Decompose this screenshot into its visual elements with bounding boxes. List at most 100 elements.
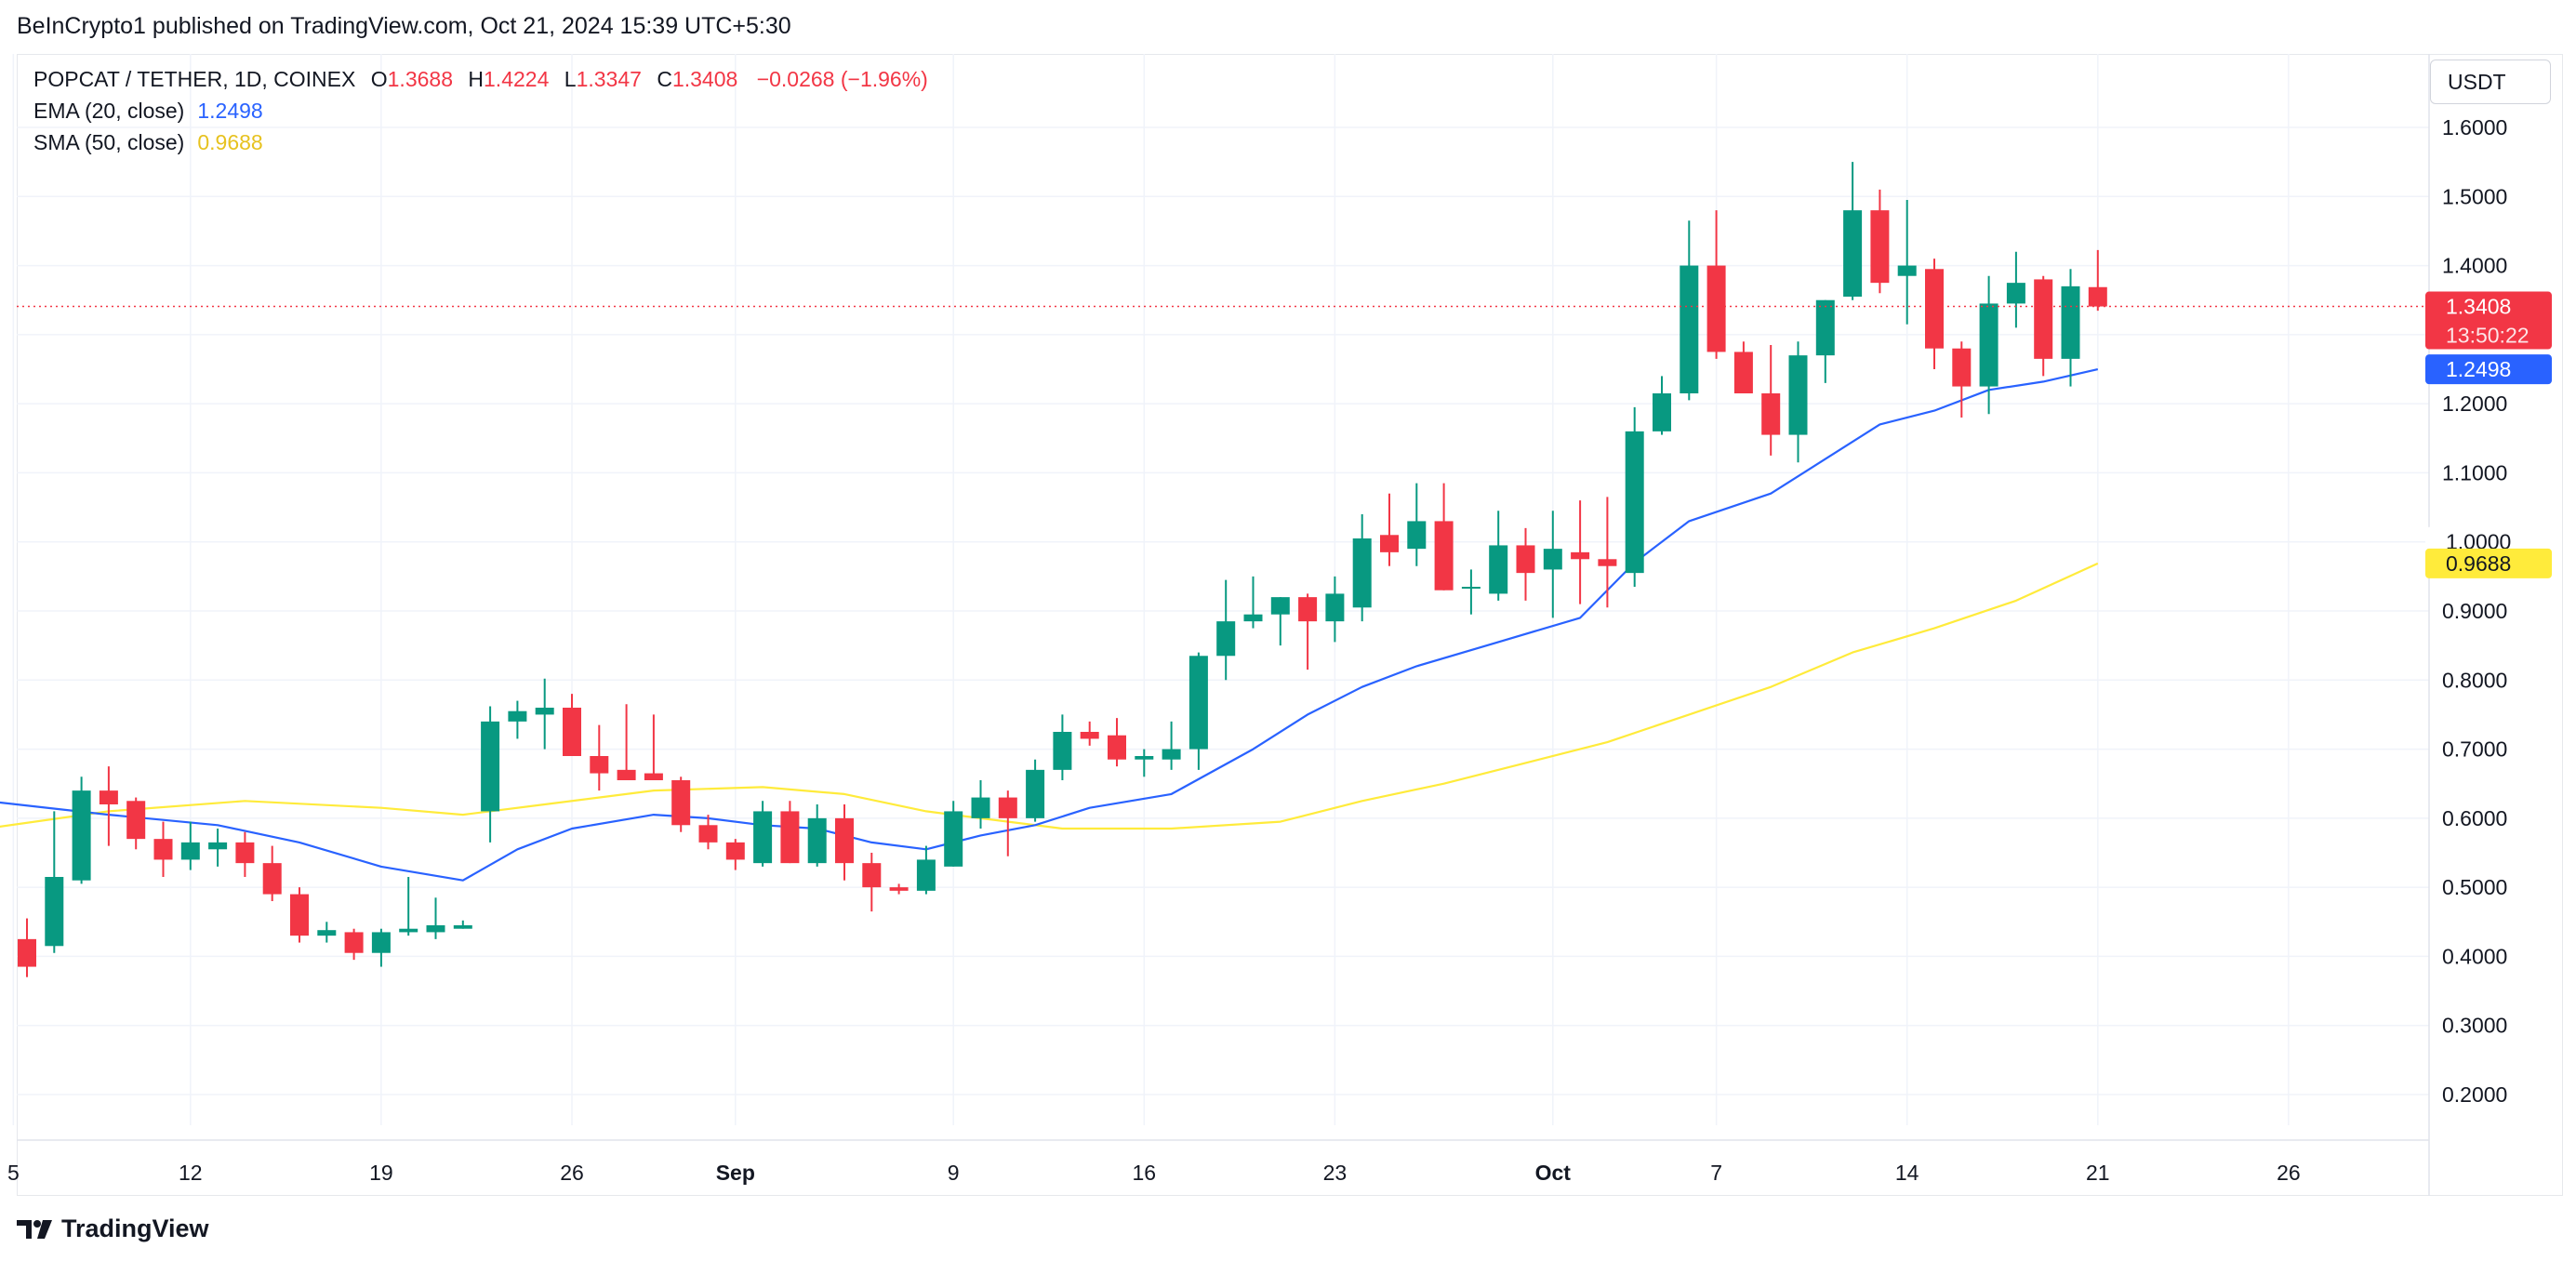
candle-body bbox=[2006, 283, 2025, 304]
close-label: C bbox=[657, 67, 672, 91]
candle-body bbox=[644, 773, 663, 780]
candle bbox=[1680, 220, 1699, 401]
candle-body bbox=[1434, 521, 1454, 591]
x-tick-label: 26 bbox=[560, 1161, 584, 1185]
candle bbox=[671, 777, 691, 832]
y-tick-label: 0.2000 bbox=[2442, 1082, 2507, 1107]
ema-20-line bbox=[0, 368, 2099, 882]
candle bbox=[644, 714, 663, 780]
candle bbox=[344, 928, 364, 961]
sma-legend[interactable]: SMA (50, close) 0.9688 bbox=[33, 130, 267, 155]
y-tick-label: 1.1000 bbox=[2442, 460, 2507, 484]
candle bbox=[371, 928, 391, 967]
candle-body bbox=[208, 842, 228, 850]
price-label-last-countdown: 13:50:22 bbox=[2446, 324, 2530, 348]
footer-brand: TradingView bbox=[61, 1215, 209, 1242]
candle bbox=[780, 801, 800, 864]
y-tick-label: 0.6000 bbox=[2442, 806, 2507, 830]
candle-body bbox=[262, 863, 282, 895]
currency-selector[interactable]: USDT bbox=[2430, 60, 2551, 104]
candle bbox=[1407, 483, 1427, 566]
candle-body bbox=[617, 769, 636, 780]
candle-body bbox=[344, 932, 364, 953]
candle bbox=[99, 766, 118, 846]
y-tick-label: 0.4000 bbox=[2442, 944, 2507, 968]
candle-body bbox=[1598, 559, 1617, 566]
symbol-legend[interactable]: POPCAT / TETHER, 1D, COINEX O1.3688 H1.4… bbox=[33, 67, 932, 92]
candle bbox=[753, 801, 773, 867]
candle-body bbox=[998, 797, 1017, 818]
candle bbox=[725, 839, 745, 870]
candle-body bbox=[1925, 269, 1944, 349]
candle-body bbox=[72, 790, 91, 881]
candle bbox=[1516, 527, 1535, 601]
candle bbox=[862, 853, 882, 912]
candle-body bbox=[971, 797, 990, 818]
candle bbox=[1298, 593, 1318, 670]
candle-body bbox=[753, 811, 773, 864]
sma-layer bbox=[0, 562, 2099, 830]
candle-layer bbox=[18, 162, 2107, 977]
time-axis: 5 12 19 26 Sep 9 16 23 Oct 7 14 21 26 bbox=[7, 1139, 2429, 1185]
candle-body bbox=[1298, 597, 1318, 622]
candle-body bbox=[563, 708, 581, 756]
x-tick-label: 12 bbox=[179, 1161, 203, 1185]
y-tick-label: 1.2000 bbox=[2442, 392, 2507, 416]
candle bbox=[944, 801, 963, 867]
open-value: 1.3688 bbox=[387, 67, 453, 91]
candle bbox=[1026, 759, 1045, 822]
candle bbox=[153, 821, 173, 877]
candle-body bbox=[1680, 265, 1699, 393]
candle-body bbox=[18, 938, 36, 967]
x-tick-label: Sep bbox=[716, 1161, 755, 1185]
y-tick-label: 0.7000 bbox=[2442, 737, 2507, 762]
candle-body bbox=[944, 811, 963, 867]
candle-body bbox=[1543, 549, 1562, 570]
candle-body bbox=[2061, 285, 2080, 359]
sma-value: 0.9688 bbox=[197, 130, 263, 154]
candle bbox=[807, 804, 827, 867]
candle-body bbox=[698, 825, 718, 843]
candle bbox=[208, 829, 228, 867]
x-tick-label: 16 bbox=[1133, 1161, 1157, 1185]
candle bbox=[1352, 514, 1372, 622]
price-label-sma-bg bbox=[2425, 548, 2552, 578]
x-tick-label: 9 bbox=[948, 1161, 960, 1185]
candle bbox=[1135, 749, 1154, 777]
candle bbox=[453, 920, 472, 929]
ema-legend[interactable]: EMA (20, close) 1.2498 bbox=[33, 99, 267, 124]
candle-body bbox=[1108, 735, 1126, 760]
candle bbox=[1571, 500, 1590, 604]
tradingview-footer[interactable]: TradingView bbox=[17, 1215, 209, 1243]
candle-body bbox=[2088, 286, 2107, 307]
candle-body bbox=[1897, 265, 1917, 276]
candle bbox=[1461, 569, 1481, 615]
price-label-last: 1.3408 bbox=[2446, 295, 2511, 319]
candle-body bbox=[1706, 265, 1726, 352]
candle-body bbox=[453, 925, 472, 929]
candle-body bbox=[2034, 279, 2053, 359]
candle bbox=[1925, 259, 1944, 369]
candle-body bbox=[916, 859, 936, 891]
candle-body bbox=[807, 817, 827, 864]
candle bbox=[45, 811, 64, 953]
candle bbox=[1188, 652, 1208, 770]
candle bbox=[535, 678, 554, 750]
candle bbox=[889, 883, 909, 895]
candle bbox=[1788, 341, 1808, 463]
high-value: 1.4224 bbox=[484, 67, 550, 91]
candle-body bbox=[862, 863, 882, 888]
tradingview-logo-icon bbox=[17, 1219, 52, 1239]
candle-body bbox=[1979, 303, 1998, 387]
candle bbox=[1815, 299, 1835, 383]
candle bbox=[1434, 483, 1454, 591]
candle-body bbox=[317, 930, 337, 936]
candle-body bbox=[1188, 656, 1208, 750]
y-tick-label: 0.9000 bbox=[2442, 599, 2507, 623]
x-tick-label: 26 bbox=[2277, 1161, 2301, 1185]
candle-body bbox=[535, 708, 554, 715]
candle-body bbox=[508, 710, 527, 722]
candle bbox=[1243, 576, 1263, 629]
x-tick-label: 19 bbox=[369, 1161, 393, 1185]
